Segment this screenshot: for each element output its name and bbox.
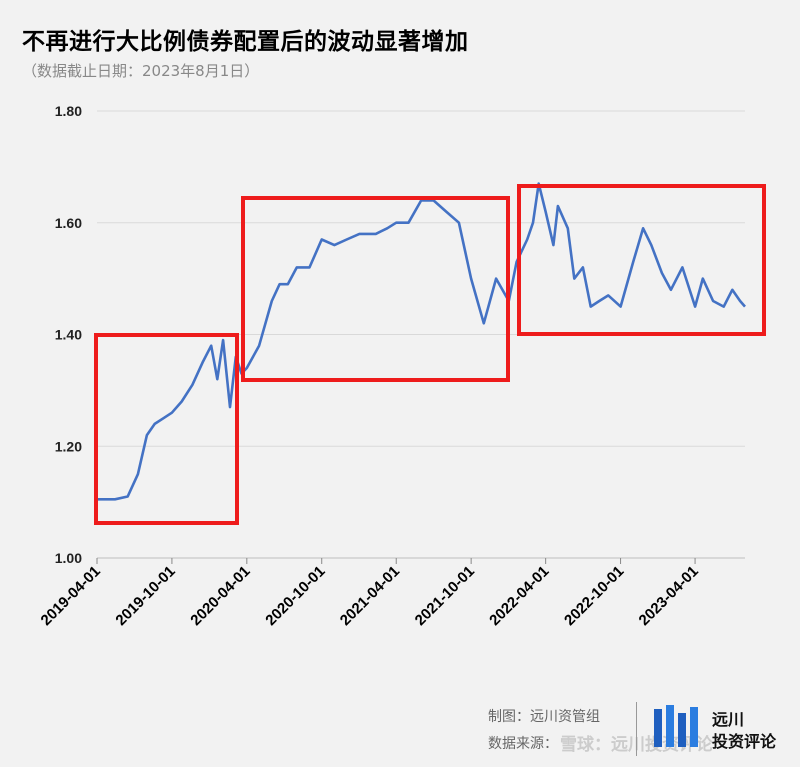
x-tick-label: 2022-04-01 [486, 563, 552, 629]
highlight-box [517, 184, 766, 336]
brand-logo-icon [654, 705, 698, 747]
highlight-box [94, 333, 239, 525]
x-tick-label: 2019-04-01 [38, 563, 104, 629]
x-tick-label: 2023-04-01 [636, 563, 702, 629]
y-tick-label: 1.00 [55, 550, 82, 566]
highlight-box [241, 196, 510, 382]
x-tick-label: 2021-04-01 [337, 563, 403, 629]
gridlines [97, 110, 745, 559]
brand-name: 远川 [712, 710, 745, 729]
x-tick-label: 2022-10-01 [561, 563, 627, 629]
x-tick-label: 2019-10-01 [112, 563, 178, 629]
y-tick-label: 1.40 [55, 327, 82, 343]
footer-credit: 制图：远川资管组 [488, 709, 600, 725]
footer-source: 数据来源： [488, 736, 558, 752]
x-tick-label: 2021-10-01 [412, 563, 478, 629]
footer-divider [636, 702, 637, 756]
x-tick-label: 2020-10-01 [262, 563, 328, 629]
highlight-boxes [94, 184, 766, 525]
x-tick-label: 2020-04-01 [187, 563, 253, 629]
brand-subname: 投资评论 [712, 732, 777, 751]
y-axis-ticks: 1.00 1.20 1.40 1.60 1.80 [55, 103, 82, 566]
y-tick-label: 1.80 [55, 103, 82, 119]
x-axis-ticks: 2019-04-01 2019-10-01 2020-04-01 2020-10-01… [38, 558, 702, 629]
y-tick-label: 1.20 [55, 438, 82, 454]
chart-subtitle: （数据截止日期：2023年8月1日） [22, 62, 260, 80]
y-tick-label: 1.60 [55, 215, 82, 231]
series-group [97, 182, 746, 501]
chart-title: 不再进行大比例债券配置后的波动显著增加 [22, 29, 469, 55]
series-line [97, 182, 746, 501]
